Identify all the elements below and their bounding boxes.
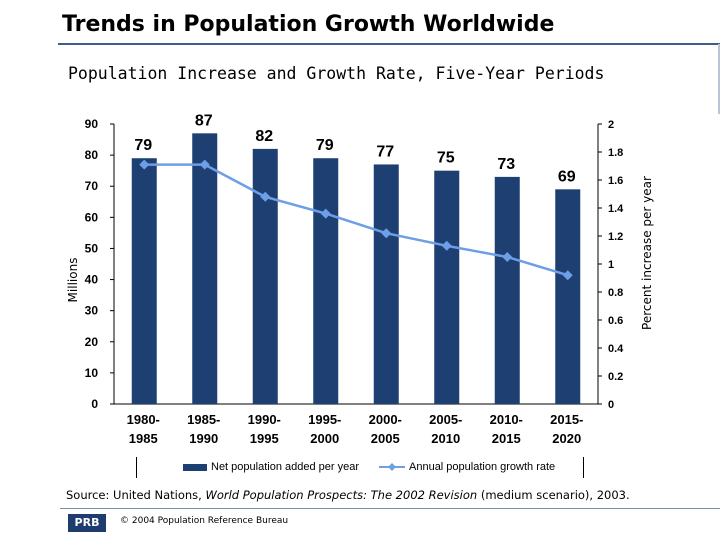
x-tick-label: 2015 — [492, 431, 521, 446]
y-tick-label-right: 1.4 — [608, 203, 624, 215]
bar — [192, 133, 218, 405]
bar-value-label: 82 — [255, 128, 273, 145]
y-tick-label-left: 20 — [85, 335, 99, 349]
bar-value-label: 79 — [134, 137, 152, 154]
y-axis-title-right: Percent increase per year — [640, 176, 654, 330]
bar — [494, 176, 520, 404]
y-tick-label-right: 0.8 — [608, 287, 623, 299]
source-suffix: (medium scenario), 2003. — [477, 488, 630, 502]
x-tick-label: 2000- — [369, 412, 402, 427]
footer-divider — [60, 508, 720, 509]
y-tick-label-right: 1.2 — [608, 231, 623, 243]
x-tick-label: 1980- — [127, 412, 160, 427]
line-point — [199, 159, 210, 170]
line-point — [441, 240, 452, 251]
bar — [373, 164, 399, 404]
series-line-growth-rate — [144, 163, 569, 277]
y-tick-label-right: 1.8 — [608, 147, 623, 159]
x-tick-label: 1990- — [248, 412, 281, 427]
bar-value-label: 79 — [316, 137, 334, 154]
y-tick-label-right: 2 — [608, 119, 614, 131]
y-tick-label-right: 0.2 — [608, 371, 623, 383]
x-tick-label: 1990 — [189, 431, 218, 446]
source-title: World Population Prospects: The 2002 Rev… — [205, 488, 478, 502]
y-tick-label-right: 1 — [608, 259, 614, 271]
x-tick-label: 2020 — [552, 431, 581, 446]
line-point — [381, 228, 392, 239]
side-divider — [718, 44, 720, 114]
legend-line-label: Annual population growth rate — [409, 461, 556, 473]
y-tick-label-right: 0.4 — [608, 343, 624, 355]
legend-line-swatch — [379, 463, 405, 472]
source-note: Source: United Nations, World Population… — [66, 488, 630, 502]
y-tick-label-left: 60 — [85, 210, 99, 224]
legend-bar-label: Net population added per year — [211, 461, 359, 473]
legend-item-bars: Net population added per year — [183, 461, 359, 473]
x-tick-label: 2010 — [431, 431, 460, 446]
bar — [434, 170, 460, 404]
bar — [313, 158, 339, 404]
legend-item-line: Annual population growth rate — [379, 461, 555, 473]
bar — [252, 148, 278, 404]
legend-bar-swatch — [183, 463, 207, 471]
line-point — [320, 208, 331, 219]
y-tick-label-left: 70 — [85, 179, 99, 193]
y-tick-label-left: 50 — [85, 241, 99, 255]
y-tick-label-left: 80 — [85, 148, 99, 162]
x-tick-label: 2000 — [310, 431, 339, 446]
prb-logo: PRB — [68, 514, 106, 532]
page-title: Trends in Population Growth Worldwide — [62, 12, 555, 37]
chart-area: 0 10 20 30 40 50 60 70 80 90 0 0.2 0.4 0.6 0.8 1 1.2 1.4 1… — [66, 112, 654, 446]
bar-value-label: 75 — [437, 150, 455, 167]
y-tick-label-left: 10 — [85, 366, 99, 380]
y-tick-label-left: 30 — [85, 304, 99, 318]
chart-legend: Net population added per year Annual pop… — [136, 457, 584, 478]
x-tick-label: 1985- — [187, 412, 220, 427]
bar — [555, 189, 581, 404]
y-axis-title-left: Millions — [66, 258, 80, 303]
bar-value-label: 73 — [497, 156, 515, 173]
line-point — [139, 159, 150, 170]
bar-value-label: 87 — [195, 112, 213, 129]
bar-value-label: 69 — [558, 168, 576, 185]
y-tick-label-right: 1.6 — [608, 175, 623, 187]
line-point — [502, 252, 513, 262]
y-tick-label-left: 40 — [85, 273, 99, 287]
x-tick-label: 1985 — [129, 431, 158, 446]
x-tick-label: 2010- — [490, 412, 523, 427]
copyright-text: © 2004 Population Reference Bureau — [120, 516, 289, 526]
line-point — [562, 270, 573, 281]
y-tick-label-right: 0.6 — [608, 315, 623, 327]
line-point — [260, 191, 271, 202]
chart-subtitle: Population Increase and Growth Rate, Fiv… — [68, 64, 605, 83]
source-prefix: Source: United Nations, — [66, 488, 206, 502]
x-tick-label: 1995- — [308, 412, 341, 427]
x-tick-label: 2015- — [550, 412, 583, 427]
y-tick-label-right: 0 — [608, 399, 614, 411]
bar-value-label: 77 — [376, 143, 394, 160]
bar — [131, 158, 157, 404]
x-tick-label: 2005 — [371, 431, 400, 446]
x-tick-label: 1995 — [250, 431, 279, 446]
y-tick-label-left: 90 — [85, 117, 99, 131]
x-tick-label: 2005- — [429, 412, 462, 427]
title-divider — [58, 43, 720, 45]
y-tick-label-left: 0 — [91, 397, 98, 411]
